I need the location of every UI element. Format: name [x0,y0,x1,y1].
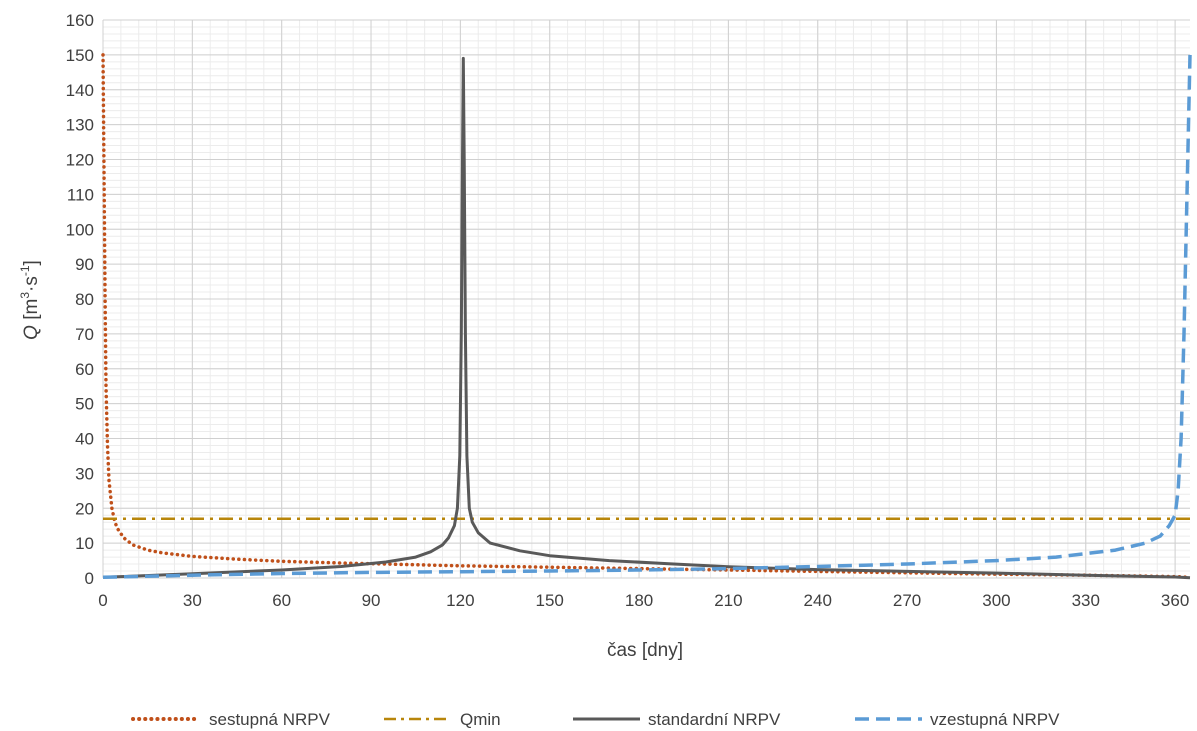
y-tick-label: 20 [75,499,94,518]
y-tick-label: 70 [75,325,94,344]
series-line-standardni-nrpv [102,56,1191,580]
y-tick-label: 160 [66,11,94,30]
legend-label-qmin: Qmin [460,710,501,729]
x-tick-label: 240 [804,591,832,610]
x-tick-label: 120 [446,591,474,610]
x-tick-labels: 0 30 60 90 120 150 180 210 240 270 300 330 360 [98,591,1189,610]
y-axis-title-mid: ·s [21,276,42,292]
x-tick-label: 270 [893,591,921,610]
y-tick-label: 150 [66,46,94,65]
major-gridlines [102,19,1190,579]
y-tick-labels: 0 10 20 30 40 50 60 70 80 90 100 110 120 130 140 150 160 [66,11,94,588]
x-tick-label: 0 [98,591,107,610]
x-tick-label: 60 [272,591,291,610]
y-tick-label: 100 [66,220,94,239]
series-line-vzestupna-nrpv [102,54,1192,580]
x-tick-label: 210 [714,591,742,610]
y-tick-label: 90 [75,255,94,274]
x-tick-label: 90 [362,591,381,610]
x-tick-label: 180 [625,591,653,610]
x-tick-label: 300 [982,591,1010,610]
x-tick-label: 150 [536,591,564,610]
y-tick-label: 30 [75,464,94,483]
y-tick-label: 80 [75,290,94,309]
y-tick-label: 130 [66,116,94,135]
series-lines [101,53,1192,580]
y-axis-title-q: Q [21,325,42,340]
y-axis-title: Q [m3·s-1] [18,260,42,340]
y-tick-label: 10 [75,534,94,553]
legend-label-sestupna: sestupná NRPV [209,710,331,729]
y-axis-title-unit-open: [m [21,299,42,325]
x-tick-label: 30 [183,591,202,610]
x-tick-label: 360 [1161,591,1189,610]
x-tick-label: 330 [1072,591,1100,610]
series-line-sestupna-nrpv [101,53,1192,580]
legend-label-vzestupna: vzestupná NRPV [930,710,1060,729]
y-tick-label: 50 [75,395,94,414]
x-axis-title: čas [dny] [607,640,683,661]
y-tick-label: 120 [66,151,94,170]
y-tick-label: 110 [67,185,94,204]
legend-label-standardni: standardní NRPV [648,710,781,729]
y-tick-label: 140 [66,81,94,100]
y-tick-label: 40 [75,430,94,449]
y-axis-title-close: ] [21,260,42,265]
legend: sestupná NRPV Qmin standardní NRPV vzest… [131,710,1060,729]
y-axis-title-sup1: 3 [18,292,32,299]
y-axis-title-sup2: -1 [18,265,32,276]
y-tick-label: 60 [75,360,94,379]
y-tick-label: 0 [85,569,94,588]
